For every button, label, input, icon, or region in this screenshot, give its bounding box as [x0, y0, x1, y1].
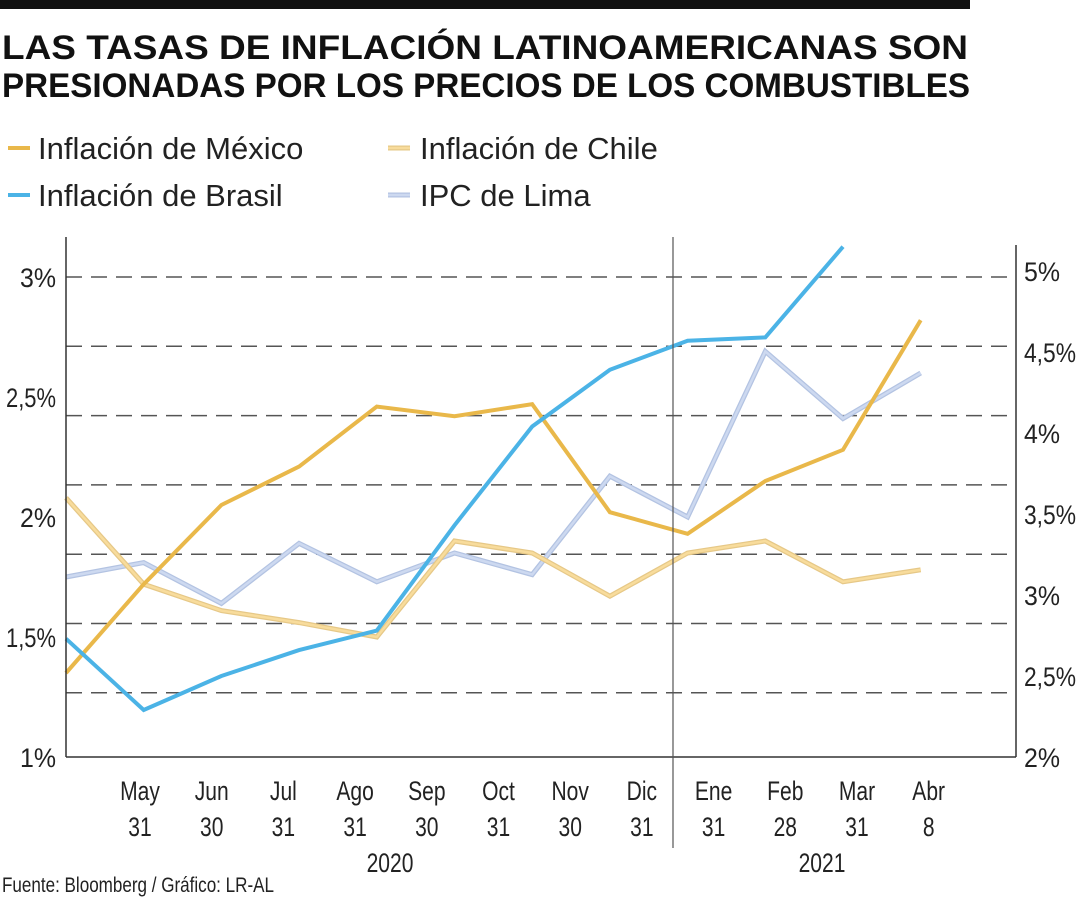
y-right-tick-label: 2%	[1024, 743, 1060, 773]
x-tick-month: Nov	[551, 777, 589, 807]
y-left-tick-label: 2,5%	[6, 383, 56, 413]
x-tick-month: Sep	[408, 777, 445, 807]
series-line-inflacion-de-chile-outline	[64, 496, 922, 640]
x-tick-day: 31	[845, 813, 868, 843]
y-right-tick-label: 3%	[1024, 581, 1060, 611]
grid	[66, 276, 1012, 694]
y-right-tick-label: 4%	[1024, 419, 1060, 449]
x-year-label: 2021	[799, 849, 846, 879]
y-left-tick-label: 2%	[20, 503, 56, 533]
series-line-inflacion-de-chile	[65, 496, 921, 639]
x-tick-month: Feb	[767, 777, 803, 807]
series-line-inflacion-de-brasil	[64, 245, 845, 713]
top-rule	[0, 0, 970, 9]
x-tick-day: 28	[774, 813, 797, 843]
y-right-tick-label: 4,5%	[1024, 338, 1076, 368]
x-tick-month: Dic	[627, 777, 657, 807]
x-tick-day: 30	[200, 813, 223, 843]
series-line-ipc-de-lima	[65, 349, 922, 605]
x-tick-day: 31	[702, 813, 725, 843]
x-tick-month: Jun	[195, 777, 229, 807]
y-left-tick-label: 3%	[20, 263, 56, 293]
series-group	[64, 245, 923, 713]
legend-label: Inflación de Brasil	[38, 178, 283, 213]
x-tick-day: 31	[487, 813, 510, 843]
source-note: Fuente: Bloomberg / Gráfico: LR-AL	[2, 874, 274, 897]
x-tick-day: 31	[128, 813, 151, 843]
x-tick-day: 31	[272, 813, 295, 843]
x-tick-day: 8	[923, 813, 935, 843]
x-tick-month: Mar	[839, 777, 875, 807]
y-right-tick-label: 5%	[1024, 257, 1060, 287]
x-tick-day: 30	[558, 813, 581, 843]
x-tick-month: Jul	[270, 777, 297, 807]
legend: Inflación de México Inflación de Chile Inf…	[8, 131, 658, 213]
legend-label: Inflación de México	[38, 131, 303, 166]
x-tick-month: Abr	[912, 777, 945, 807]
legend-label: Inflación de Chile	[420, 131, 658, 166]
legend-label: IPC de Lima	[420, 178, 591, 213]
chart-title-line2: PRESIONADAS POR LOS PRECIOS DE LOS COMBU…	[2, 67, 970, 105]
series-line-inflacion-de-mexico	[64, 319, 923, 675]
x-tick-month: Ago	[336, 777, 373, 807]
axes: 1% 1,5% 2% 2,5% 3% 2% 2,5% 3% 3,5% 4% 4,5% 5% May 31 J…	[6, 237, 1076, 879]
y-right-tick-label: 2,5%	[1024, 662, 1076, 692]
x-tick-month: Ene	[695, 777, 732, 807]
x-tick-month: May	[120, 777, 161, 807]
x-year-label: 2020	[367, 849, 414, 879]
x-tick-day: 31	[343, 813, 366, 843]
y-right-tick-label: 3,5%	[1024, 500, 1076, 530]
y-left-tick-label: 1%	[20, 743, 56, 773]
x-tick-day: 31	[630, 813, 653, 843]
x-tick-month: Oct	[482, 777, 515, 807]
y-left-tick-label: 1,5%	[6, 623, 56, 653]
x-tick-day: 30	[415, 813, 438, 843]
chart-title-line1: LAS TASAS DE INFLACIÓN LATINOAMERICANAS …	[2, 29, 968, 67]
